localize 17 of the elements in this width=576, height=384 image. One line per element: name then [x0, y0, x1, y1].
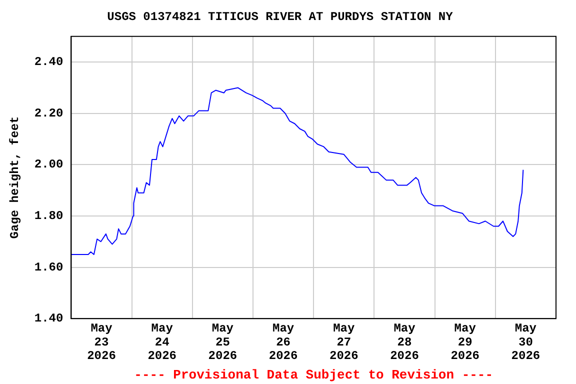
x-tick-label: May 23 2026	[87, 322, 116, 364]
y-axis-title: Gage height, feet	[8, 116, 22, 239]
text: ---- Provisional Data Subject to Revision ----	[134, 367, 494, 382]
x-tick-label: May 29 2026	[450, 322, 480, 364]
x-tick-label: May 24 2026	[148, 322, 177, 364]
y-tick-label: 1.60	[34, 260, 64, 274]
x-tick-label: May 30 2026	[511, 322, 540, 364]
chart-title: USGS 01374821 TITICUS RIVER AT PURDYS STATION NY	[107, 10, 454, 24]
x-tick-label: May 25 2026	[208, 322, 238, 364]
x-tick-label: May 26 2026	[268, 322, 298, 364]
x-tick-label: May 28 2026	[390, 322, 419, 364]
x-tick-label: May 27 2026	[329, 322, 358, 364]
y-tick-label: 2.00	[34, 158, 64, 172]
y-tick-label: 1.80	[34, 208, 64, 223]
y-tick-label: 2.20	[34, 106, 64, 120]
y-tick-label: 2.40	[34, 55, 64, 70]
y-tick-label: 1.40	[34, 312, 64, 326]
